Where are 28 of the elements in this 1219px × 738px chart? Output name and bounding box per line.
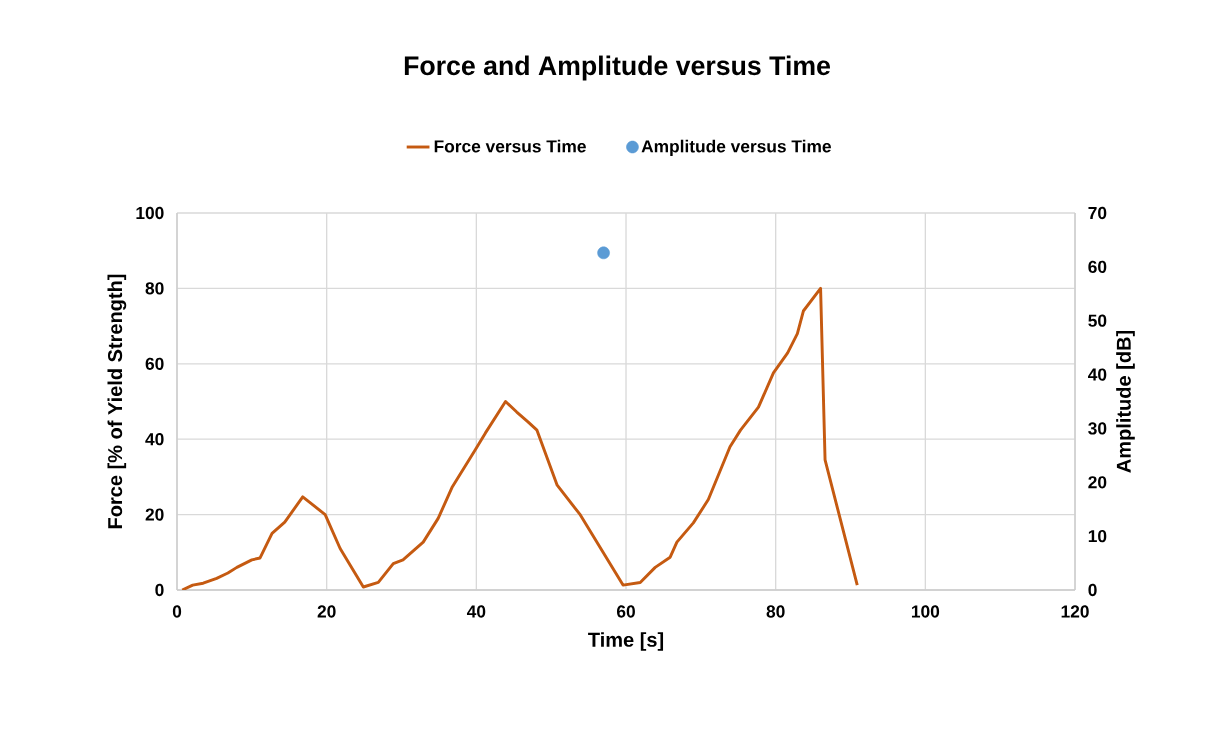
y2-tick-label: 70: [1088, 206, 1107, 220]
legend-label: Amplitude versus Time: [641, 139, 831, 156]
y2-tick-label: 10: [1088, 530, 1107, 543]
y2-tick-label: 30: [1088, 422, 1107, 435]
y-tick-label: 80: [145, 282, 164, 295]
x-tick-label: 80: [766, 605, 785, 618]
y-tick-label: 100: [136, 206, 164, 220]
y2-tick-label: 0: [1088, 583, 1097, 597]
y2-tick-label: 20: [1088, 476, 1107, 489]
y2-axis-title: Amplitude [dB]: [1116, 330, 1135, 473]
y-tick-label: 20: [145, 508, 164, 521]
x-axis-title: Time [s]: [588, 632, 664, 651]
chart-title: Force and Amplitude versus Time: [404, 55, 831, 81]
x-tick-label: 0: [172, 605, 182, 618]
legend-label: Force versus Time: [434, 139, 586, 153]
y2-tick-label: 40: [1088, 368, 1107, 381]
y2-tick-label: 60: [1088, 260, 1107, 273]
y-tick-label: 60: [145, 357, 164, 370]
y-axis-title: Force [% of Yield Strength]: [107, 274, 127, 529]
x-tick-label: 60: [617, 605, 635, 618]
y-tick-label: 0: [155, 583, 164, 597]
x-tick-label: 100: [911, 605, 940, 618]
y2-tick-label: 50: [1088, 314, 1107, 327]
x-tick-label: 40: [466, 605, 486, 618]
y-tick-label: 40: [145, 433, 164, 446]
x-tick-label: 120: [1061, 605, 1089, 618]
x-tick-label: 20: [317, 605, 336, 618]
line-series: [180, 286, 859, 590]
